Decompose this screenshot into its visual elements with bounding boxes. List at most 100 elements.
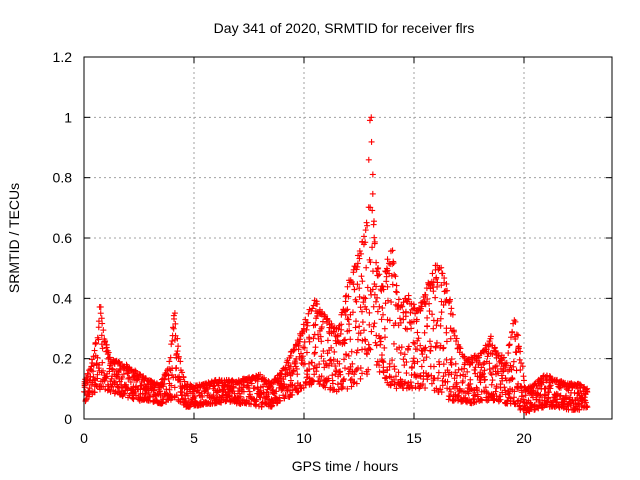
- data-point: [362, 295, 369, 302]
- data-point: [219, 392, 226, 399]
- data-point: [414, 337, 421, 344]
- data-point: [408, 364, 415, 371]
- data-point: [306, 338, 313, 345]
- data-point: [344, 316, 351, 323]
- data-point: [166, 358, 173, 365]
- data-point: [117, 367, 124, 374]
- data-point: [90, 368, 97, 375]
- data-point: [517, 348, 524, 355]
- data-point: [363, 306, 370, 313]
- data-point: [335, 386, 342, 393]
- data-point: [287, 363, 294, 370]
- data-point: [384, 367, 391, 374]
- data-point: [312, 344, 319, 351]
- data-point: [513, 349, 520, 356]
- data-point: [379, 283, 386, 290]
- data-point: [354, 263, 361, 270]
- data-point: [421, 299, 428, 306]
- data-point: [179, 369, 186, 376]
- y-tick-label: 0.2: [53, 351, 73, 367]
- data-point: [360, 327, 367, 334]
- data-point: [356, 248, 363, 255]
- data-point: [368, 328, 375, 335]
- data-point: [363, 219, 370, 226]
- x-axis-label: GPS time / hours: [292, 458, 399, 474]
- y-tick-label: 1: [64, 109, 72, 125]
- data-point: [179, 389, 186, 396]
- data-point: [440, 344, 447, 351]
- data-point: [441, 275, 448, 282]
- data-point: [337, 371, 344, 378]
- data-point: [380, 286, 387, 293]
- data-point: [433, 339, 440, 346]
- data-point: [138, 382, 145, 389]
- data-point: [518, 387, 525, 394]
- data-point: [500, 354, 507, 361]
- data-point: [381, 325, 388, 332]
- y-tick-label: 1.2: [53, 49, 73, 65]
- data-point: [311, 371, 318, 378]
- data-point: [354, 281, 361, 288]
- data-point: [427, 285, 434, 292]
- data-point: [356, 293, 363, 300]
- data-point: [92, 340, 99, 347]
- data-point: [376, 303, 383, 310]
- data-point: [495, 370, 502, 377]
- data-point: [426, 308, 433, 315]
- data-point: [395, 369, 402, 376]
- data-point: [522, 392, 529, 399]
- data-point: [509, 376, 516, 383]
- data-point: [341, 365, 348, 372]
- data-point: [369, 207, 376, 214]
- data-point: [362, 239, 369, 246]
- data-point: [414, 358, 421, 365]
- data-point: [294, 371, 301, 378]
- data-point: [365, 341, 372, 348]
- data-point: [381, 344, 388, 351]
- data-point: [252, 402, 259, 409]
- data-point: [424, 323, 431, 330]
- data-point: [447, 335, 454, 342]
- data-point: [172, 320, 179, 327]
- data-point: [497, 381, 504, 388]
- data-point: [299, 353, 306, 360]
- data-point: [319, 308, 326, 315]
- data-point: [412, 310, 419, 317]
- data-point: [520, 377, 527, 384]
- data-point: [381, 334, 388, 341]
- data-point: [563, 395, 570, 402]
- data-point: [226, 393, 233, 400]
- data-point: [357, 330, 364, 337]
- data-point: [395, 296, 402, 303]
- data-point: [440, 345, 447, 352]
- data-point: [480, 361, 487, 368]
- data-point: [365, 366, 372, 373]
- data-point: [95, 318, 102, 325]
- data-point: [392, 320, 399, 327]
- data-point: [432, 294, 439, 301]
- data-point: [418, 363, 425, 370]
- data-point: [210, 383, 217, 390]
- data-point: [393, 288, 400, 295]
- data-point: [303, 380, 310, 387]
- data-point: [344, 306, 351, 313]
- data-point: [98, 332, 105, 339]
- data-point: [379, 358, 386, 365]
- data-point: [513, 331, 520, 338]
- data-point: [373, 342, 380, 349]
- data-point: [453, 335, 460, 342]
- data-point: [347, 363, 354, 370]
- data-point: [286, 369, 293, 376]
- data-point: [175, 353, 182, 360]
- data-point: [542, 385, 549, 392]
- data-point: [311, 350, 318, 357]
- data-point: [375, 265, 382, 272]
- data-point: [411, 340, 418, 347]
- data-point: [481, 367, 488, 374]
- data-point: [505, 342, 512, 349]
- data-point: [95, 365, 102, 372]
- data-point: [429, 270, 436, 277]
- data-point: [314, 301, 321, 308]
- data-point: [319, 318, 326, 325]
- data-point: [375, 272, 382, 279]
